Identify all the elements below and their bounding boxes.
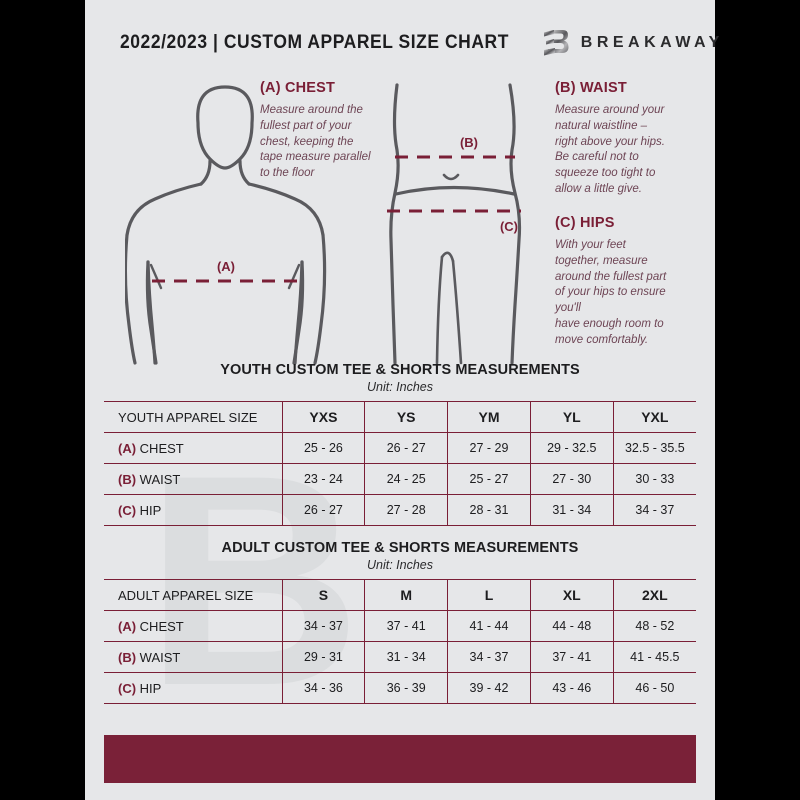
adult-cell-2-2: 39 - 42	[447, 672, 531, 704]
youth-size-col-3: YL	[529, 401, 614, 433]
youth-row-0-tag: (A)	[118, 440, 137, 456]
youth-cell-1-1: 24 - 25	[364, 463, 448, 495]
callout-chest-body: Measure around the fullest part of your …	[260, 104, 371, 179]
youth-cell-0-2: 27 - 29	[447, 432, 531, 464]
adult-cell-1-4: 41 - 45.5	[612, 641, 696, 673]
adult-row-0-name: CHEST	[139, 618, 184, 634]
youth-cell-0-4: 32.5 - 35.5	[612, 432, 696, 464]
youth-size-col-1: YS	[364, 401, 448, 433]
youth-cell-1-0: 23 - 24	[281, 463, 365, 495]
table-row: (B) WAIST 23 - 24 24 - 25 25 - 27 27 - 3…	[104, 463, 696, 495]
youth-cell-1-2: 25 - 27	[447, 463, 531, 495]
breakaway-b-logo-icon	[543, 30, 569, 56]
youth-row-1-label: (B) WAIST	[104, 463, 282, 495]
youth-row-1-tag: (B)	[118, 471, 137, 487]
youth-cell-2-0: 26 - 27	[281, 494, 365, 526]
upper-body-figure: (A)	[125, 85, 327, 365]
youth-row-2-name: HIP	[139, 502, 162, 518]
youth-cell-2-1: 27 - 28	[364, 494, 448, 526]
adult-cell-0-4: 48 - 52	[612, 610, 696, 642]
adult-size-col-2: L	[447, 579, 531, 611]
youth-size-col-0: YXS	[281, 401, 365, 433]
adult-cell-1-0: 29 - 31	[281, 641, 365, 673]
youth-size-table: YOUTH APPAREL SIZE YXS YS YM YL YXL (A) …	[104, 401, 696, 526]
adult-cell-2-3: 43 - 46	[529, 672, 614, 704]
callout-waist-body: Measure around your natural waistline – …	[555, 104, 665, 195]
page-title: 2022/2023 | CUSTOM APPAREL SIZE CHART	[120, 32, 509, 53]
adult-cell-1-3: 37 - 41	[529, 641, 614, 673]
callout-chest: (A) CHEST Measure around the fullest par…	[260, 80, 420, 182]
adult-row-1-tag: (B)	[118, 649, 137, 665]
youth-measurements-block: YOUTH CUSTOM TEE & SHORTS MEASUREMENTS U…	[85, 362, 715, 526]
youth-header-label: YOUTH APPAREL SIZE	[104, 401, 282, 433]
adult-header-label: ADULT APPAREL SIZE	[104, 579, 282, 611]
youth-cell-0-3: 29 - 32.5	[529, 432, 614, 464]
youth-size-col-2: YM	[447, 401, 531, 433]
adult-row-1-label: (B) WAIST	[104, 641, 282, 673]
adult-cell-0-0: 34 - 37	[281, 610, 365, 642]
adult-cell-2-1: 36 - 39	[364, 672, 448, 704]
table-header-row: YOUTH APPAREL SIZE YXS YS YM YL YXL	[104, 401, 696, 433]
adult-size-col-1: M	[364, 579, 448, 611]
chest-marker-label: (A)	[217, 259, 235, 274]
page-header: 2022/2023 | CUSTOM APPAREL SIZE CHART BR…	[85, 26, 719, 60]
adult-row-2-name: HIP	[139, 680, 162, 696]
youth-size-col-4: YXL	[612, 401, 696, 433]
brand-name: BREAKAWAY	[580, 34, 724, 51]
adult-row-2-tag: (C)	[118, 680, 137, 696]
adult-table-unit: Unit: Inches	[366, 558, 433, 572]
callout-chest-title: (A) CHEST	[260, 80, 336, 96]
table-row: (A) CHEST 34 - 37 37 - 41 41 - 44 44 - 4…	[104, 610, 696, 642]
youth-row-2-label: (C) HIP	[104, 494, 282, 526]
youth-cell-2-4: 34 - 37	[612, 494, 696, 526]
adult-size-table: ADULT APPAREL SIZE S M L XL 2XL (A) CHES…	[104, 579, 696, 704]
callout-waist: (B) WAIST Measure around your natural wa…	[555, 80, 700, 198]
youth-cell-2-2: 28 - 31	[447, 494, 531, 526]
youth-cell-0-0: 25 - 26	[281, 432, 365, 464]
table-row: (B) WAIST 29 - 31 31 - 34 34 - 37 37 - 4…	[104, 641, 696, 673]
adult-size-col-4: 2XL	[612, 579, 696, 611]
measurement-illustrations: (A) (B) (C)	[85, 70, 715, 365]
adult-row-0-label: (A) CHEST	[104, 610, 282, 642]
youth-table-unit: Unit: Inches	[366, 380, 433, 394]
adult-row-2-label: (C) HIP	[104, 672, 282, 704]
table-header-row: ADULT APPAREL SIZE S M L XL 2XL	[104, 579, 696, 611]
hip-marker-label: (C)	[500, 219, 518, 234]
youth-cell-1-4: 30 - 33	[612, 463, 696, 495]
youth-cell-2-3: 31 - 34	[529, 494, 614, 526]
size-chart-page: B 2022/2023 | CUSTOM APPAREL SIZE CHART …	[85, 0, 719, 800]
callout-hips-title: (C) HIPS	[555, 215, 615, 231]
youth-cell-1-3: 27 - 30	[529, 463, 614, 495]
adult-size-col-3: XL	[529, 579, 614, 611]
adult-measurements-block: ADULT CUSTOM TEE & SHORTS MEASUREMENTS U…	[85, 540, 715, 704]
adult-table-title: ADULT CUSTOM TEE & SHORTS MEASUREMENTS	[221, 540, 579, 556]
adult-cell-0-1: 37 - 41	[364, 610, 448, 642]
adult-cell-2-4: 46 - 50	[612, 672, 696, 704]
adult-cell-0-2: 41 - 44	[447, 610, 531, 642]
table-row: (C) HIP 26 - 27 27 - 28 28 - 31 31 - 34 …	[104, 494, 696, 526]
adult-cell-0-3: 44 - 48	[529, 610, 614, 642]
adult-size-col-0: S	[281, 579, 365, 611]
adult-cell-1-1: 31 - 34	[364, 641, 448, 673]
adult-row-0-tag: (A)	[118, 618, 137, 634]
youth-row-1-name: WAIST	[139, 471, 181, 487]
youth-row-0-label: (A) CHEST	[104, 432, 282, 464]
footer-bar	[104, 735, 696, 783]
adult-table-body: ADULT APPAREL SIZE S M L XL 2XL (A) CHES…	[104, 579, 696, 704]
callout-hips: (C) HIPS With your feet together, measur…	[555, 215, 700, 348]
waist-marker-label: (B)	[460, 135, 478, 150]
youth-table-body: YOUTH APPAREL SIZE YXS YS YM YL YXL (A) …	[104, 401, 696, 526]
callout-waist-title: (B) WAIST	[555, 80, 627, 96]
adult-row-1-name: WAIST	[139, 649, 181, 665]
youth-row-2-tag: (C)	[118, 502, 137, 518]
youth-row-0-name: CHEST	[139, 440, 184, 456]
table-row: (C) HIP 34 - 36 36 - 39 39 - 42 43 - 46 …	[104, 672, 696, 704]
youth-table-title: YOUTH CUSTOM TEE & SHORTS MEASUREMENTS	[220, 362, 580, 378]
table-row: (A) CHEST 25 - 26 26 - 27 27 - 29 29 - 3…	[104, 432, 696, 464]
adult-cell-1-2: 34 - 37	[447, 641, 531, 673]
adult-cell-2-0: 34 - 36	[281, 672, 365, 704]
youth-cell-0-1: 26 - 27	[364, 432, 448, 464]
lower-body-figure: (B) (C)	[387, 83, 522, 365]
callout-hips-body: With your feet together, measure around …	[555, 239, 667, 346]
